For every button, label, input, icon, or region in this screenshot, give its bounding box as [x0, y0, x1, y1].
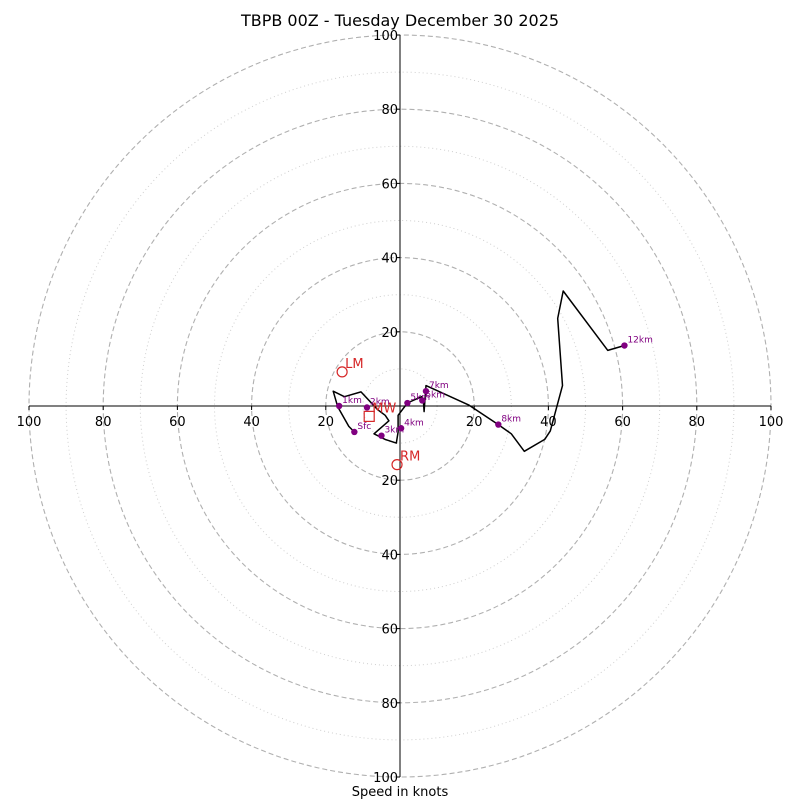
tick-label-y-neg-40: 40	[381, 548, 398, 563]
marker-4km	[397, 425, 405, 432]
tick-label-y-neg-20: 20	[381, 474, 398, 489]
marker-5km	[404, 399, 411, 407]
marker-label-2km: 2km	[370, 397, 390, 407]
tick-label-x-pos-100: 100	[759, 415, 784, 430]
marker-label-6km: 6km	[425, 390, 445, 400]
marker-1km	[335, 402, 343, 410]
tick-label-y-pos-100: 100	[373, 29, 398, 44]
tick-label-x-neg-40: 40	[243, 415, 260, 430]
motion-marker-rm	[391, 459, 403, 471]
marker-label-sfc: Sfc	[357, 422, 371, 432]
marker-label-1km: 1km	[342, 396, 362, 406]
tick-label-y-neg-100: 100	[373, 771, 398, 786]
marker-label-7km: 7km	[429, 381, 449, 391]
marker-sfc	[351, 428, 358, 436]
tick-label-x-pos-40: 40	[540, 415, 557, 430]
marker-label-4km: 4km	[404, 418, 424, 428]
tick-label-y-pos-80: 80	[381, 103, 398, 118]
marker-label-8km: 8km	[501, 415, 521, 425]
marker-label-3km: 3km	[384, 426, 404, 436]
marker-label-12km: 12km	[627, 336, 652, 346]
tick-label-x-pos-80: 80	[689, 415, 706, 430]
motion-label-rm: RM	[400, 450, 420, 465]
marker-7km	[422, 387, 430, 395]
motion-label-mw: MW	[372, 401, 396, 416]
tick-label-y-pos-60: 60	[381, 177, 398, 192]
tick-label-x-neg-100: 100	[17, 415, 42, 430]
mean-wind-marker	[363, 410, 375, 422]
chart-title: TBPB 00Z - Tuesday December 30 2025	[240, 11, 559, 30]
tick-label-y-pos-20: 20	[381, 326, 398, 341]
marker-8km	[495, 421, 502, 428]
tick-label-y-neg-60: 60	[381, 623, 398, 638]
tick-label-x-neg-20: 20	[318, 415, 335, 430]
x-axis-label: Speed in knots	[352, 785, 449, 800]
hodograph-line	[332, 290, 625, 453]
height-markers: Sfc1km2km3km4km5km6km7km8km12km	[335, 336, 653, 439]
marker-3km	[378, 432, 385, 439]
tick-label-x-pos-20: 20	[466, 415, 483, 430]
tick-labels: 20 20 20 20 40 40 40 40 60 60 60 60 80 80 80 80 100 100 10…	[17, 29, 784, 786]
marker-6km	[419, 397, 426, 404]
tick-label-x-neg-60: 60	[169, 415, 186, 430]
motion-label-lm: LM	[345, 357, 363, 372]
marker-12km	[621, 342, 628, 349]
motion-marker-lm	[336, 366, 348, 378]
axes	[29, 35, 771, 777]
marker-2km	[363, 404, 371, 411]
tick-label-x-pos-60: 60	[614, 415, 631, 430]
storm-motion-markers: LM RM MW	[336, 357, 420, 471]
tick-label-y-pos-40: 40	[381, 252, 398, 267]
tick-label-y-neg-80: 80	[381, 697, 398, 712]
tick-label-x-neg-80: 80	[95, 415, 112, 430]
